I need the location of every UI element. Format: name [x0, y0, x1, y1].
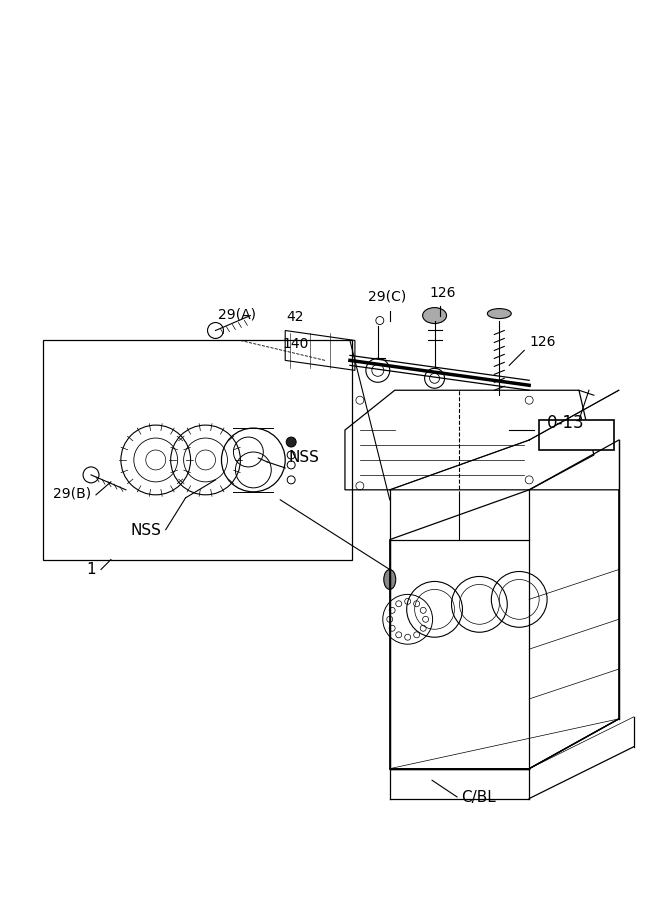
Ellipse shape [423, 308, 446, 323]
Text: 126: 126 [529, 336, 556, 349]
Bar [43, 340, 352, 560]
Bar [539, 420, 614, 450]
Circle shape [286, 437, 296, 447]
Text: 1: 1 [86, 562, 95, 578]
Ellipse shape [384, 570, 396, 590]
Text: 42: 42 [286, 310, 303, 323]
Text: C/BL: C/BL [462, 789, 496, 805]
Text: 140: 140 [282, 338, 309, 351]
Text: NSS: NSS [131, 523, 161, 537]
Text: 0-13: 0-13 [547, 414, 585, 432]
Text: NSS: NSS [288, 450, 319, 465]
Text: 29(C): 29(C) [368, 290, 406, 303]
Text: 29(A): 29(A) [219, 308, 257, 321]
Ellipse shape [488, 309, 512, 319]
Text: 126: 126 [430, 285, 456, 300]
Text: 29(B): 29(B) [53, 487, 91, 500]
